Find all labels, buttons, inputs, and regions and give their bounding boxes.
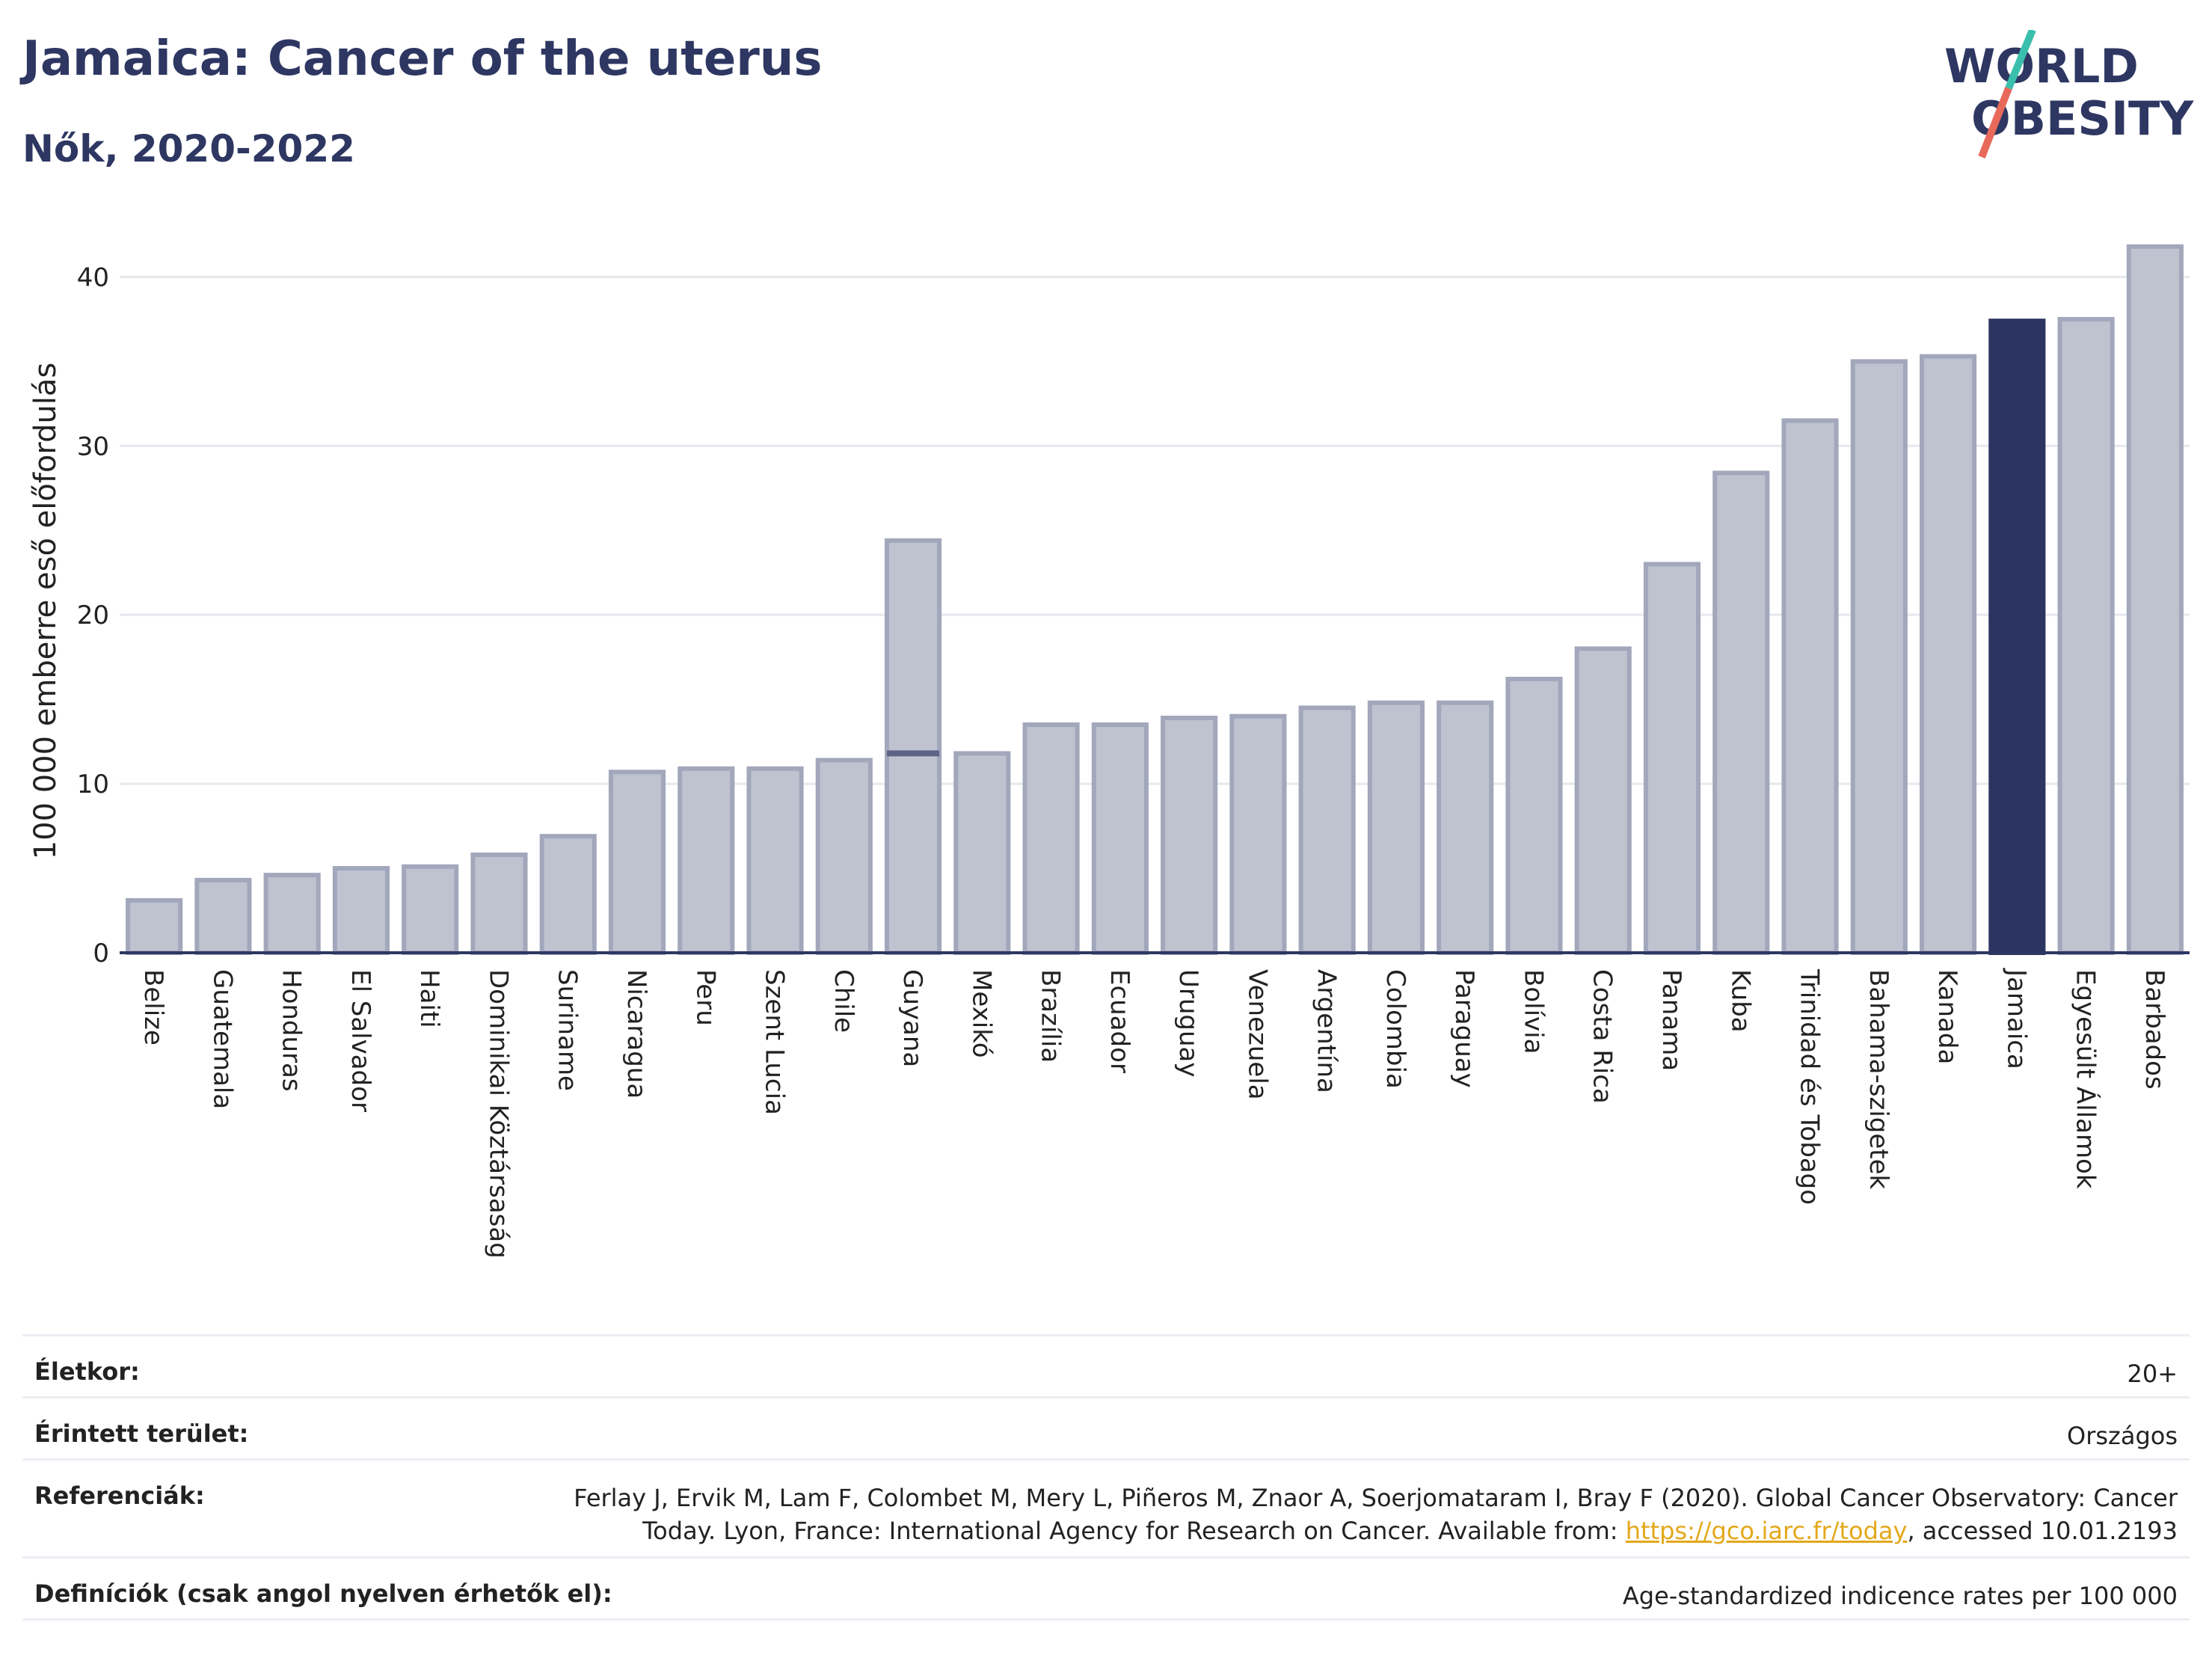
references-label: Referenciák: bbox=[34, 1481, 205, 1510]
age-value: 20+ bbox=[2127, 1360, 2178, 1388]
x-tick-label: Bahama-szigetek bbox=[1864, 969, 1893, 1190]
area-value: Országos bbox=[2067, 1422, 2178, 1450]
bars bbox=[126, 244, 2184, 956]
bar-el-salvador[interactable] bbox=[332, 866, 390, 955]
bar-brazília[interactable] bbox=[1022, 722, 1080, 955]
chart-subtitle: Nők, 2020-2022 bbox=[22, 127, 355, 171]
x-tick-label: Trinidad és Tobago bbox=[1795, 968, 1825, 1205]
x-tick-label: Panama bbox=[1656, 969, 1686, 1071]
x-tick-label: Ecuador bbox=[1105, 969, 1134, 1073]
x-tick-label: Kuba bbox=[1725, 969, 1755, 1033]
bar-chile[interactable] bbox=[815, 758, 873, 955]
bar-barbados[interactable] bbox=[2126, 244, 2184, 955]
bar-bahama-szigetek[interactable] bbox=[1850, 359, 1908, 955]
definitions-value: Age-standardized indicence rates per 100… bbox=[1622, 1582, 2178, 1610]
bar-belize[interactable] bbox=[126, 897, 183, 955]
y-tick-label: 20 bbox=[77, 601, 109, 630]
info-row-definitions: Definíciók (csak angol nyelven érhetők e… bbox=[22, 1556, 2190, 1621]
x-tick-label: Belize bbox=[138, 969, 168, 1045]
bar-colombia[interactable] bbox=[1367, 700, 1425, 955]
world-obesity-logo: WORLD OBESITY bbox=[1944, 30, 2194, 159]
bar-mexikó[interactable] bbox=[953, 751, 1011, 955]
x-tick-label: Venezuela bbox=[1242, 969, 1272, 1100]
bar-argentína[interactable] bbox=[1298, 705, 1356, 955]
bar-trinidad-és-tobago[interactable] bbox=[1781, 418, 1839, 955]
bar-dominikai-köztársaság[interactable] bbox=[470, 852, 528, 956]
y-tick-label: 0 bbox=[93, 939, 109, 968]
y-tick-label: 30 bbox=[77, 432, 109, 461]
info-row-area: Érintett terület: Országos bbox=[22, 1396, 2190, 1458]
bar-suriname[interactable] bbox=[539, 834, 597, 955]
y-tick-label: 40 bbox=[77, 262, 109, 292]
bar-paraguay[interactable] bbox=[1437, 700, 1494, 955]
x-tick-label: Bolívia bbox=[1518, 969, 1548, 1054]
chart-title: Jamaica: Cancer of the uterus bbox=[22, 31, 823, 87]
x-tick-label: Brazília bbox=[1036, 969, 1066, 1063]
x-tick-label: Jamaica bbox=[2001, 968, 2031, 1069]
bar-costa-rica[interactable] bbox=[1574, 646, 1632, 955]
info-row-age: Életkor: 20+ bbox=[22, 1334, 2190, 1396]
info-row-references: Referenciák: Ferlay J, Ervik M, Lam F, C… bbox=[22, 1458, 2190, 1556]
logo-line-1: WORLD bbox=[1944, 39, 2139, 93]
x-tick-label: Guyana bbox=[897, 969, 927, 1067]
category-labels: Belize Guatemala Honduras El Salvador Haiti D… bbox=[138, 968, 2169, 1259]
x-tick-label: Barbados bbox=[2139, 969, 2169, 1090]
logo-slash-bottom bbox=[1978, 87, 2012, 159]
definitions-label: Definíciók (csak angol nyelven érhetők e… bbox=[34, 1579, 612, 1608]
bar-guatemala[interactable] bbox=[194, 877, 252, 956]
logo-line-2: OBESITY bbox=[1971, 91, 2194, 146]
bar-jamaica[interactable] bbox=[1988, 319, 2046, 956]
x-tick-label: Dominikai Köztársaság bbox=[483, 969, 513, 1259]
x-tick-label: Argentína bbox=[1312, 969, 1342, 1093]
reference-text-1: Ferlay J, Ervik M, Lam F, Colombet M, Me… bbox=[574, 1484, 2178, 1512]
x-tick-label: Peru bbox=[690, 969, 720, 1026]
age-label: Életkor: bbox=[34, 1357, 140, 1386]
bar-uruguay[interactable] bbox=[1161, 715, 1218, 956]
x-tick-label: Suriname bbox=[553, 969, 583, 1091]
x-tick-label: El Salvador bbox=[345, 969, 375, 1112]
x-tick-label: Kanada bbox=[1932, 969, 1962, 1064]
x-tick-label: Costa Rica bbox=[1588, 969, 1617, 1104]
references-value: Ferlay J, Ervik M, Lam F, Colombet M, Me… bbox=[574, 1481, 2178, 1547]
bar-chart: 0 10 20 30 40 Belize Guatemala Honduras El Salv… bbox=[28, 244, 2190, 1259]
y-axis-label: 100 000 emberre eső előfordulás bbox=[28, 363, 63, 860]
bar-bolívia[interactable] bbox=[1505, 677, 1563, 955]
bar-ecuador[interactable] bbox=[1091, 722, 1149, 955]
x-tick-label: Guatemala bbox=[207, 969, 237, 1109]
x-tick-label: Chile bbox=[829, 969, 858, 1033]
bar-kanada[interactable] bbox=[1920, 354, 1977, 956]
info-table: Életkor: 20+ Érintett terület: Országos … bbox=[22, 1334, 2190, 1621]
reference-text-3: , accessed 10.01.2193 bbox=[1907, 1517, 2178, 1545]
bar-egyesült-államok[interactable] bbox=[2057, 316, 2115, 956]
x-tick-label: Szent Lucia bbox=[760, 969, 790, 1115]
y-tick-labels: 0 10 20 30 40 bbox=[77, 262, 109, 968]
bar-haiti[interactable] bbox=[402, 864, 459, 956]
x-tick-label: Paraguay bbox=[1449, 969, 1479, 1088]
x-tick-label: Uruguay bbox=[1173, 969, 1203, 1078]
reference-text-2: Today. Lyon, France: International Agenc… bbox=[642, 1517, 1626, 1545]
bar-nicaragua[interactable] bbox=[608, 770, 666, 955]
reference-link[interactable]: https://gco.iarc.fr/today bbox=[1625, 1517, 1908, 1545]
area-label: Érintett terület: bbox=[34, 1419, 249, 1448]
x-tick-label: Egyesült Államok bbox=[2071, 969, 2101, 1189]
x-tick-label: Honduras bbox=[277, 969, 307, 1092]
x-tick-label: Colombia bbox=[1380, 969, 1410, 1089]
bar-peru[interactable] bbox=[678, 766, 735, 955]
bar-kuba[interactable] bbox=[1712, 470, 1770, 955]
bar-panama[interactable] bbox=[1643, 562, 1701, 955]
x-tick-label: Mexikó bbox=[966, 969, 996, 1058]
x-tick-label: Haiti bbox=[414, 969, 444, 1028]
bar-venezuela[interactable] bbox=[1229, 713, 1287, 956]
x-tick-label: Nicaragua bbox=[621, 969, 651, 1099]
bar-honduras[interactable] bbox=[263, 873, 321, 955]
bar-szent-lucia[interactable] bbox=[746, 766, 804, 955]
bar-guyana[interactable] bbox=[885, 538, 942, 955]
y-tick-label: 10 bbox=[77, 770, 109, 799]
logo-slash-top bbox=[2005, 30, 2036, 90]
